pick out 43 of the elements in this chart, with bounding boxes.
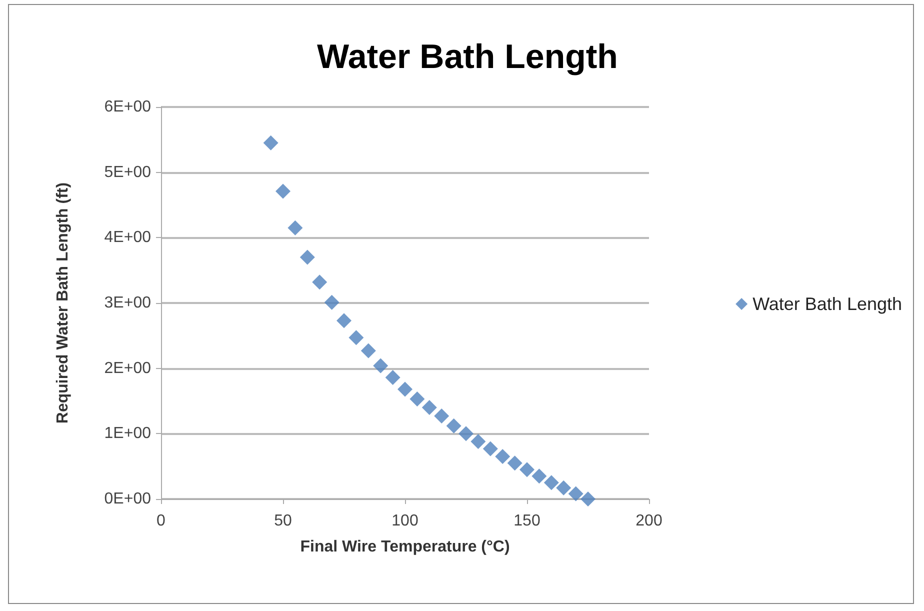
point [434,408,450,424]
y-tick-label: 0E+00 [104,490,152,508]
legend-label: Water Bath Length [752,294,902,314]
point [373,358,388,374]
point [520,462,534,478]
y-tick-label: 5E+00 [104,164,152,181]
point [300,250,315,265]
point [398,382,412,397]
x-axis-title: Final Wire Temperature (°C) [300,538,510,556]
y-axis-title: Required Water Bath Length (ft) [54,182,72,424]
point [385,370,400,385]
point [263,135,278,150]
y-tick-label: 1E+00 [104,425,152,442]
y-tick-label: 2E+00 [104,360,152,377]
point [336,313,352,328]
y-tick-label: 6E+00 [104,98,152,116]
x-tick-label: 0 [156,512,166,530]
y-tick-label: 4E+00 [104,229,152,246]
x-tick-label: 100 [392,512,418,530]
y-tick-label: 3E+00 [104,294,152,312]
point [360,343,376,358]
x-tick-label: 50 [274,512,292,530]
point [312,274,328,290]
point [348,330,364,346]
point [544,475,559,490]
point [446,418,462,434]
point [324,294,340,310]
x-tick-label: 150 [514,512,540,530]
point [422,400,437,416]
chart-title: Water Bath Length [317,38,618,76]
point [470,434,486,450]
x-tick-label: 200 [636,512,662,530]
point [495,449,510,464]
point [507,456,522,471]
point [580,492,596,506]
point [458,426,474,442]
point [276,184,290,199]
point [556,480,572,496]
point [482,441,498,456]
point [410,392,425,407]
point [532,468,547,484]
point [568,486,584,502]
point [288,220,303,236]
